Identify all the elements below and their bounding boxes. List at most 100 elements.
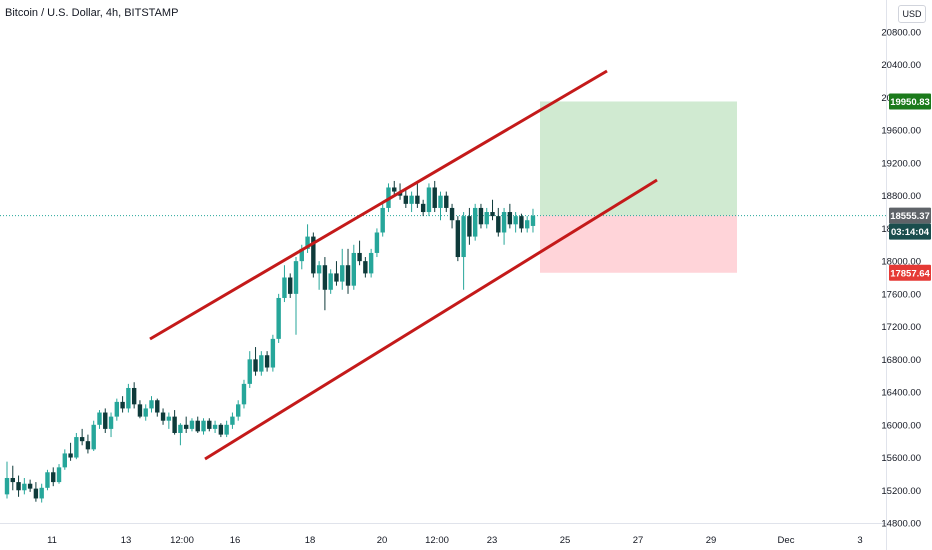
candle [340,248,345,290]
stop-price-text: 17857.64 [890,268,930,279]
candle [276,293,281,343]
candle [108,412,114,438]
candle [484,207,489,229]
candle [374,228,380,258]
price-tick-label: 18000.00 [881,257,921,268]
candle [322,257,328,311]
candle [432,180,437,213]
candle [195,416,200,433]
price-tick-label: 14800.00 [881,519,921,530]
candle [51,467,56,487]
candle [293,257,299,335]
time-tick-label: 12:00 [170,535,194,546]
stop-zone[interactable] [540,215,737,273]
candle [438,191,443,221]
candle [311,232,316,278]
candle [519,213,524,233]
candle [74,432,79,460]
candle [409,191,414,213]
time-tick-label: 25 [560,535,571,546]
candle [472,203,478,241]
target-zone[interactable] [540,101,737,216]
candle [103,408,108,433]
candle [496,207,501,237]
candle [207,418,212,432]
currency-button[interactable]: USD [898,5,926,23]
candle [449,203,455,229]
candle [218,423,224,438]
candle [126,383,131,413]
candle [33,482,39,502]
price-tick-label: 19600.00 [881,126,921,137]
countdown-text: 03:14:04 [891,227,930,238]
candle [10,465,15,491]
time-tick-label: 18 [305,535,316,546]
stop-price-label: 17857.64 [889,264,931,281]
time-tick-label: 23 [487,535,498,546]
candle [114,398,120,421]
time-tick-label: 12:00 [425,535,449,546]
candle [478,203,484,229]
candle [172,410,177,435]
target-price-label: 19950.83 [889,93,931,110]
candle [137,400,143,419]
candle [357,240,362,266]
price-tick-label: 17200.00 [881,322,921,333]
candle [345,248,351,294]
price-tick-label: 15200.00 [881,486,921,497]
candle [444,191,449,213]
candle [131,382,137,409]
candle [178,423,183,446]
time-tick-label: Dec [778,535,795,546]
current-price-label: 18555.37 [889,207,931,224]
price-tick-label: 18800.00 [881,191,921,202]
candle [155,398,160,417]
candle [62,449,67,470]
time-tick-label: 16 [230,535,241,546]
price-tick-label: 16400.00 [881,388,921,399]
candle [380,203,385,237]
candle [149,396,154,413]
candle [490,199,495,221]
candle [415,180,420,208]
candle [68,442,73,461]
time-axis[interactable]: 11 13 12:00 16 18 20 12:00 23 25 27 29 Dec 3 [47,535,863,546]
price-tick-label: 17600.00 [881,289,921,300]
candle [351,244,356,290]
candle [85,434,91,454]
candle [455,216,461,262]
candle [288,273,293,298]
candle [467,207,472,245]
candle [91,420,96,451]
candle [230,412,235,429]
candle [247,351,252,388]
candle [513,212,518,233]
candle [79,428,85,446]
candle [403,187,409,208]
candle [392,180,397,196]
candle [316,261,322,290]
candle [368,248,374,278]
candle [166,412,172,429]
candle [461,212,466,290]
price-tick-label: 19200.00 [881,158,921,169]
candle [253,347,258,376]
channel-lower-line[interactable] [204,178,658,461]
candle [328,269,333,294]
channel-upper-line[interactable] [149,69,608,341]
candle [426,183,432,217]
candle [507,203,513,229]
candle [201,418,206,435]
time-tick-label: 20 [377,535,388,546]
candle [56,464,62,484]
candle [143,404,148,421]
candle [363,257,368,278]
candle [259,351,264,376]
candle [189,418,195,432]
time-tick-label: 27 [633,535,644,546]
candle [27,479,33,492]
chart-title: Bitcoin / U.S. Dollar, 4h, BITSTAMP [5,7,179,19]
candle [120,396,125,413]
candle [264,351,270,372]
